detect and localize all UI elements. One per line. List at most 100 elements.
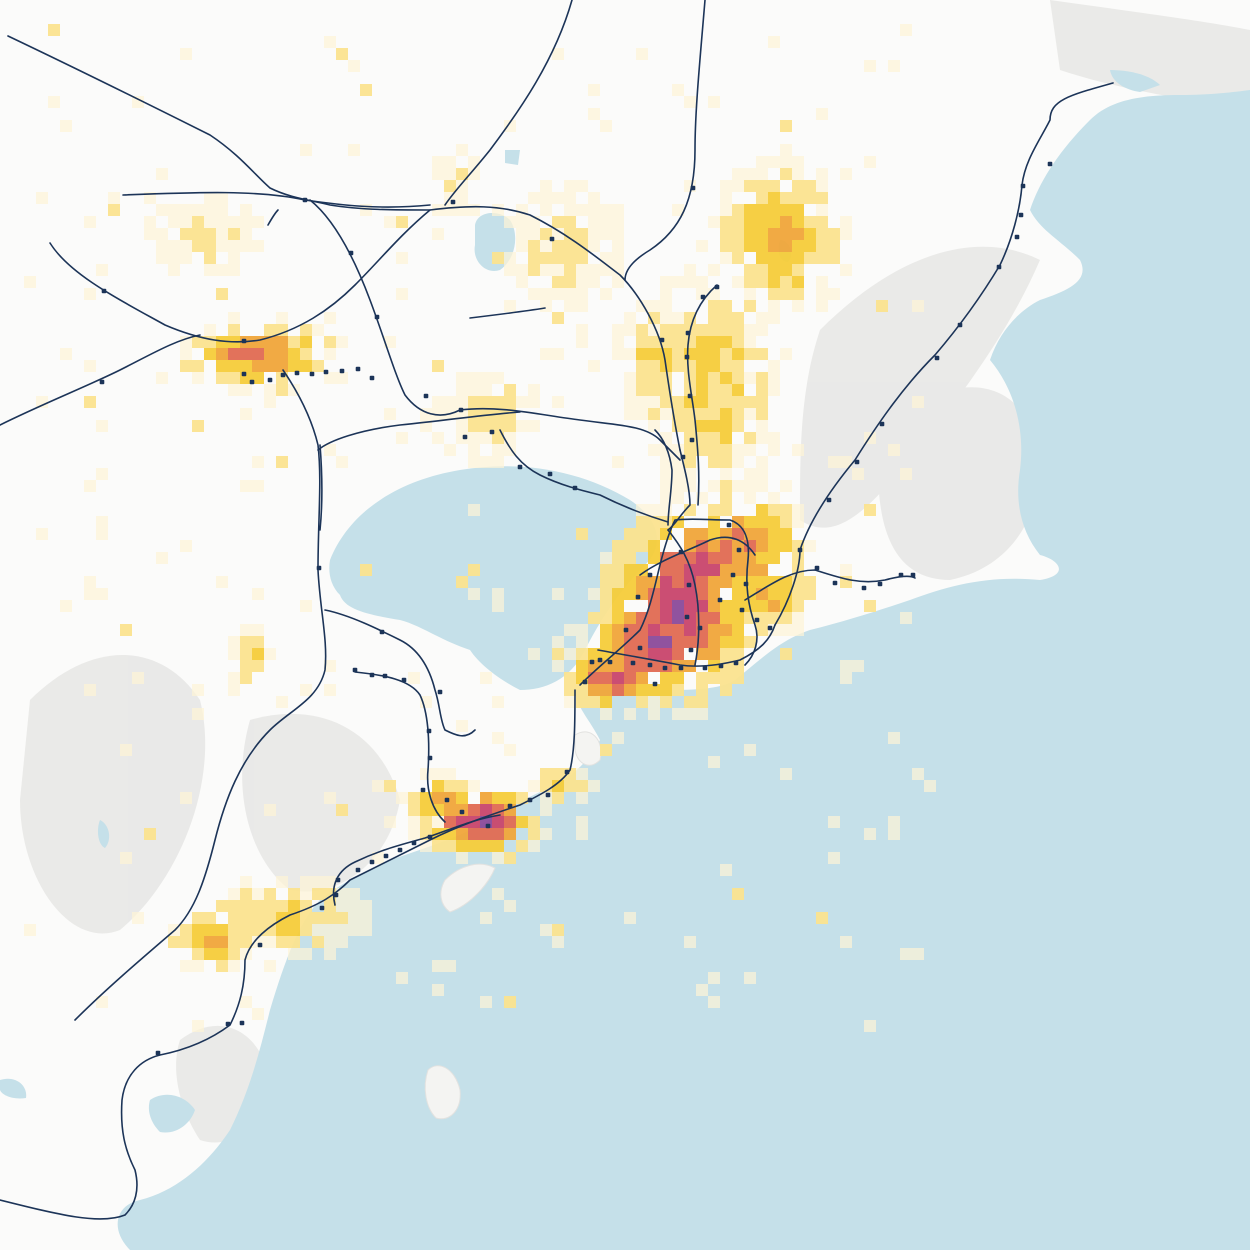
station-marker[interactable] bbox=[458, 407, 464, 413]
station-marker[interactable] bbox=[635, 594, 641, 600]
station-marker[interactable] bbox=[369, 375, 375, 381]
station-marker[interactable] bbox=[437, 689, 443, 695]
station-marker[interactable] bbox=[426, 728, 432, 734]
station-marker[interactable] bbox=[572, 485, 578, 491]
station-marker[interactable] bbox=[702, 665, 708, 671]
station-marker[interactable] bbox=[383, 853, 389, 859]
station-marker[interactable] bbox=[397, 847, 403, 853]
station-marker[interactable] bbox=[101, 288, 107, 294]
station-marker[interactable] bbox=[686, 582, 692, 588]
station-marker[interactable] bbox=[369, 672, 375, 678]
station-marker[interactable] bbox=[323, 369, 329, 375]
station-marker[interactable] bbox=[547, 471, 553, 477]
station-marker[interactable] bbox=[861, 585, 867, 591]
station-marker[interactable] bbox=[630, 660, 636, 666]
station-marker[interactable] bbox=[688, 647, 694, 653]
station-marker[interactable] bbox=[319, 905, 325, 911]
station-marker[interactable] bbox=[877, 581, 883, 587]
station-marker[interactable] bbox=[355, 366, 361, 372]
station-marker[interactable] bbox=[689, 437, 695, 443]
station-marker[interactable] bbox=[814, 565, 820, 571]
station-marker[interactable] bbox=[934, 355, 940, 361]
station-marker[interactable] bbox=[726, 522, 732, 528]
station-marker[interactable] bbox=[527, 797, 533, 803]
station-marker[interactable] bbox=[685, 330, 691, 336]
station-marker[interactable] bbox=[444, 797, 450, 803]
station-marker[interactable] bbox=[687, 393, 693, 399]
station-marker[interactable] bbox=[241, 371, 247, 377]
station-marker[interactable] bbox=[294, 370, 300, 376]
station-marker[interactable] bbox=[302, 197, 308, 203]
station-marker[interactable] bbox=[879, 421, 885, 427]
station-marker[interactable] bbox=[316, 565, 322, 571]
station-marker[interactable] bbox=[420, 787, 426, 793]
station-marker[interactable] bbox=[854, 459, 860, 465]
station-marker[interactable] bbox=[155, 1050, 161, 1056]
station-marker[interactable] bbox=[957, 322, 963, 328]
station-marker[interactable] bbox=[379, 629, 385, 635]
station-marker[interactable] bbox=[898, 572, 904, 578]
station-marker[interactable] bbox=[697, 625, 703, 631]
station-marker[interactable] bbox=[996, 264, 1002, 270]
station-marker[interactable] bbox=[1014, 234, 1020, 240]
station-marker[interactable] bbox=[832, 580, 838, 586]
station-marker[interactable] bbox=[225, 1021, 231, 1027]
station-marker[interactable] bbox=[257, 942, 263, 948]
station-marker[interactable] bbox=[485, 823, 491, 829]
station-marker[interactable] bbox=[684, 354, 690, 360]
station-marker[interactable] bbox=[767, 625, 773, 631]
station-marker[interactable] bbox=[1018, 212, 1024, 218]
station-marker[interactable] bbox=[411, 840, 417, 846]
station-marker[interactable] bbox=[647, 662, 653, 668]
station-marker[interactable] bbox=[582, 679, 588, 685]
station-marker[interactable] bbox=[489, 429, 495, 435]
station-marker[interactable] bbox=[597, 657, 603, 663]
station-marker[interactable] bbox=[401, 677, 407, 683]
station-marker[interactable] bbox=[517, 464, 523, 470]
station-marker[interactable] bbox=[427, 755, 433, 761]
station-marker[interactable] bbox=[797, 547, 803, 553]
station-marker[interactable] bbox=[684, 614, 690, 620]
station-marker[interactable] bbox=[267, 377, 273, 383]
station-marker[interactable] bbox=[352, 667, 358, 673]
station-marker[interactable] bbox=[690, 185, 696, 191]
station-marker[interactable] bbox=[733, 660, 739, 666]
station-marker[interactable] bbox=[730, 572, 736, 578]
station-marker[interactable] bbox=[739, 607, 745, 613]
station-marker[interactable] bbox=[335, 877, 341, 883]
station-marker[interactable] bbox=[743, 581, 749, 587]
station-marker[interactable] bbox=[280, 372, 286, 378]
station-marker[interactable] bbox=[348, 250, 354, 256]
station-marker[interactable] bbox=[239, 1020, 245, 1026]
station-marker[interactable] bbox=[1020, 183, 1026, 189]
station-marker[interactable] bbox=[545, 792, 551, 798]
station-marker[interactable] bbox=[910, 572, 916, 578]
station-marker[interactable] bbox=[662, 665, 668, 671]
station-marker[interactable] bbox=[623, 627, 629, 633]
station-marker[interactable] bbox=[714, 284, 720, 290]
station-marker[interactable] bbox=[450, 199, 456, 205]
station-marker[interactable] bbox=[826, 497, 832, 503]
station-marker[interactable] bbox=[339, 368, 345, 374]
station-marker[interactable] bbox=[717, 597, 723, 603]
station-marker[interactable] bbox=[736, 547, 742, 553]
station-marker[interactable] bbox=[355, 867, 361, 873]
station-marker[interactable] bbox=[589, 659, 595, 665]
station-marker[interactable] bbox=[427, 834, 433, 840]
station-marker[interactable] bbox=[423, 393, 429, 399]
station-marker[interactable] bbox=[309, 371, 315, 377]
station-marker[interactable] bbox=[462, 434, 468, 440]
station-marker[interactable] bbox=[564, 769, 570, 775]
station-marker[interactable] bbox=[754, 617, 760, 623]
station-marker[interactable] bbox=[637, 645, 643, 651]
station-marker[interactable] bbox=[333, 892, 339, 898]
station-marker[interactable] bbox=[652, 681, 658, 687]
station-marker[interactable] bbox=[718, 663, 724, 669]
station-marker[interactable] bbox=[369, 859, 375, 865]
station-marker[interactable] bbox=[680, 454, 686, 460]
station-marker[interactable] bbox=[374, 314, 380, 320]
station-marker[interactable] bbox=[249, 379, 255, 385]
station-marker[interactable] bbox=[607, 659, 613, 665]
station-marker[interactable] bbox=[678, 665, 684, 671]
